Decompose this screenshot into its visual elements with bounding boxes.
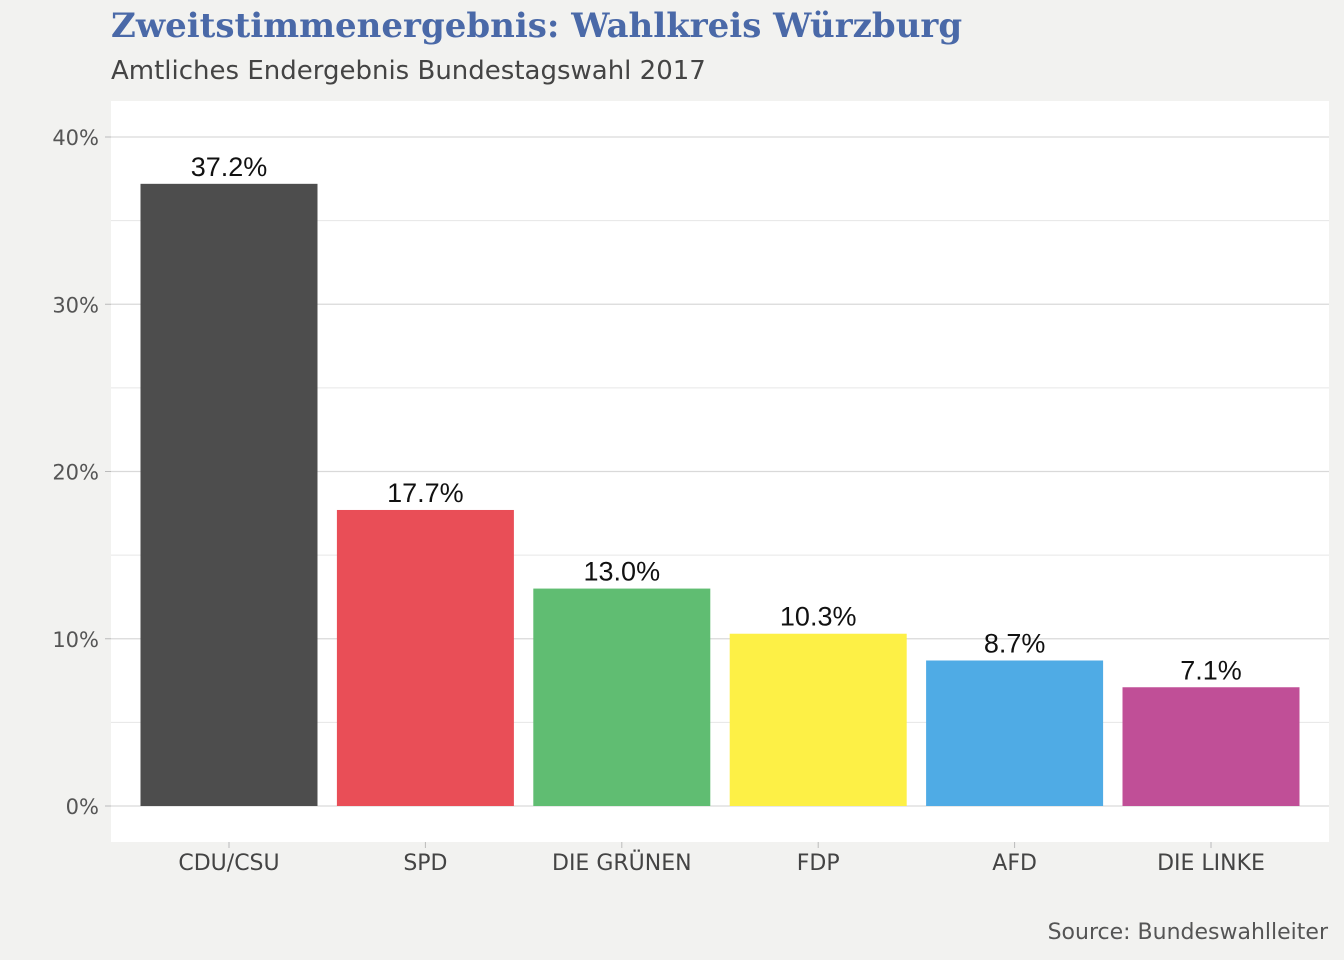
bar [926, 660, 1104, 806]
y-tick-label: 20% [52, 461, 99, 485]
bar-value-label: 17.7% [387, 478, 464, 508]
value-labels: 37.2% 17.7% 13.0% 10.3% 8.7% 7.1% [191, 152, 1242, 685]
bar [729, 633, 907, 806]
chart-title: Zweitstimmenergebnis: Wahlkreis Würzburg [111, 6, 963, 46]
x-tick-label: FDP [797, 851, 840, 876]
y-axis: 0% 10% 20% 30% 40% [52, 126, 111, 819]
chart-subtitle: Amtliches Endergebnis Bundestagswahl 201… [111, 56, 706, 86]
bars [140, 183, 1300, 806]
y-tick-label: 40% [52, 126, 99, 150]
source-note: Source: Bundeswahlleiter [1047, 920, 1328, 945]
bar-value-label: 37.2% [191, 152, 268, 182]
bar [533, 588, 711, 806]
bar-value-label: 13.0% [584, 557, 661, 587]
bar-value-label: 10.3% [780, 602, 857, 632]
y-tick-label: 0% [66, 795, 99, 819]
bar [1122, 687, 1300, 806]
x-axis: CDU/CSU SPD DIE GRÜNEN FDP AFD DIE LINKE [178, 842, 1265, 876]
x-tick-label: CDU/CSU [178, 851, 279, 876]
bar-value-label: 7.1% [1180, 655, 1242, 685]
x-tick-label: DIE GRÜNEN [552, 850, 692, 876]
y-tick-label: 30% [52, 293, 99, 317]
bar [140, 183, 318, 806]
x-tick-label: DIE LINKE [1157, 851, 1265, 876]
bar-value-label: 8.7% [984, 628, 1046, 658]
y-tick-label: 10% [52, 628, 99, 652]
x-tick-label: SPD [403, 851, 447, 876]
bar [336, 509, 514, 806]
x-tick-label: AFD [992, 851, 1037, 876]
